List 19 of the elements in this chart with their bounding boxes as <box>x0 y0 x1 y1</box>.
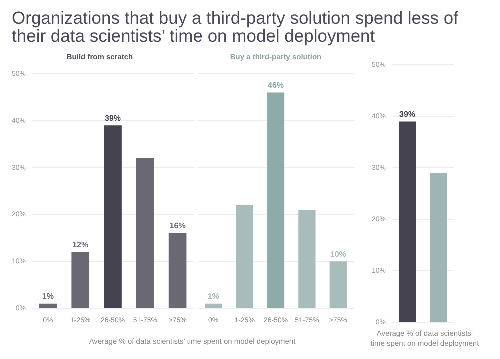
bar <box>39 304 58 308</box>
data-label: 12% <box>72 240 89 250</box>
data-label: 1% <box>208 292 220 302</box>
bar <box>330 262 347 308</box>
data-label: 10% <box>330 250 346 259</box>
bar <box>72 252 90 308</box>
text: Organizations that buy a third-party solution spend less of their data scientists’ time on model deployment <box>12 8 460 46</box>
data-label: 1% <box>42 292 54 302</box>
data-label: 46% <box>268 80 284 90</box>
bar <box>267 92 285 308</box>
data-label: 39% <box>400 110 416 119</box>
bar <box>298 210 316 308</box>
data-label: 16% <box>170 222 186 231</box>
bar <box>168 234 187 308</box>
data-label: 39% <box>104 114 122 123</box>
bar <box>236 205 254 308</box>
bar <box>205 304 222 308</box>
bar <box>136 158 154 308</box>
bar <box>104 126 122 308</box>
